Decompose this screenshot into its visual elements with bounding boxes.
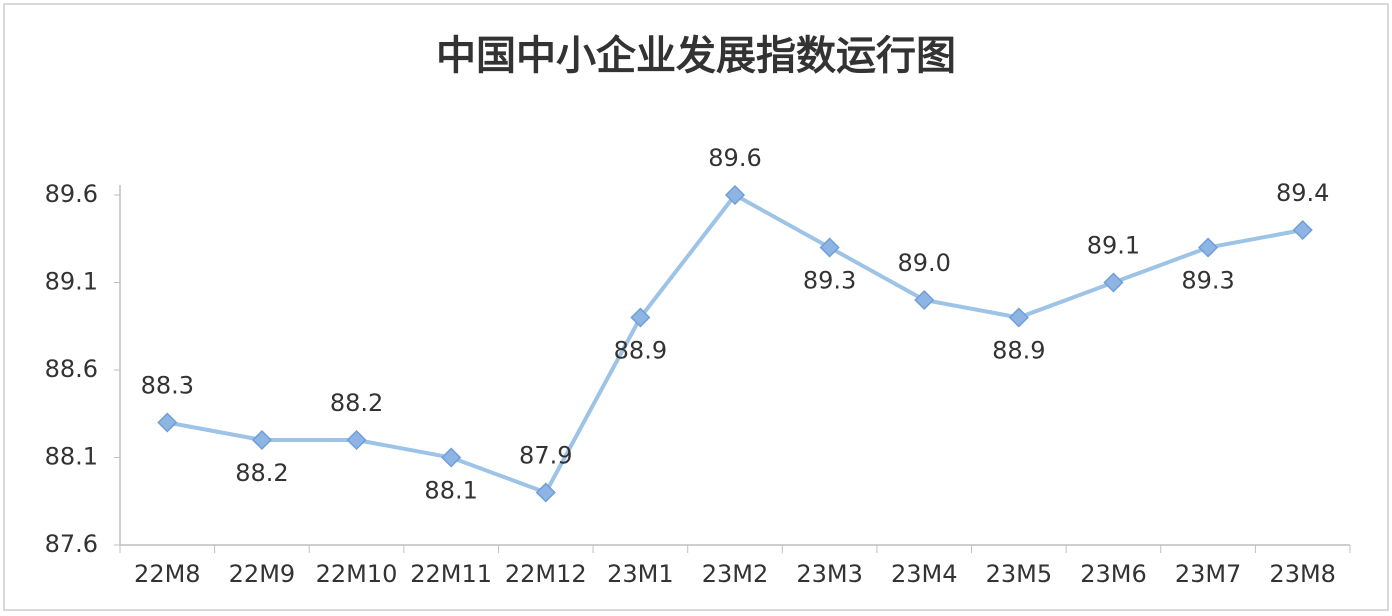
x-tick-label: 22M11 xyxy=(410,560,492,588)
marker xyxy=(914,289,935,311)
chart-title: 中国中小企业发展指数运行图 xyxy=(436,33,956,79)
marker xyxy=(251,429,272,451)
marker xyxy=(157,412,178,433)
marker xyxy=(819,237,840,258)
data-label: 88.2 xyxy=(235,459,288,487)
data-label: 89.3 xyxy=(803,267,856,295)
x-tick-label: 23M6 xyxy=(1080,560,1147,588)
data-label: 88.9 xyxy=(992,337,1045,365)
marker xyxy=(441,447,462,468)
marker xyxy=(1198,237,1219,258)
marker xyxy=(346,429,367,451)
data-label: 89.1 xyxy=(1087,232,1140,260)
data-label: 89.0 xyxy=(898,249,951,277)
x-tick-label: 22M10 xyxy=(316,560,398,588)
x-tick-label: 23M7 xyxy=(1175,560,1242,588)
x-tick-label: 23M2 xyxy=(702,560,769,588)
y-tick-label: 89.6 xyxy=(45,180,98,208)
marker xyxy=(1292,219,1313,241)
data-label: 87.9 xyxy=(519,442,572,470)
y-tick-label: 89.1 xyxy=(45,268,98,296)
data-label: 89.4 xyxy=(1276,179,1329,207)
marker xyxy=(630,307,651,328)
x-tick-label: 23M5 xyxy=(986,560,1053,588)
x-tick-label: 23M8 xyxy=(1269,560,1336,588)
marker xyxy=(724,184,746,206)
x-tick-label: 23M3 xyxy=(796,560,863,588)
y-tick-label: 87.6 xyxy=(45,530,98,558)
data-label: 88.1 xyxy=(424,477,477,505)
marker xyxy=(535,482,556,503)
x-tick-label: 23M1 xyxy=(607,560,674,588)
y-tick-label: 88.6 xyxy=(45,355,98,383)
x-tick-label: 22M8 xyxy=(134,560,201,588)
x-tick-label: 22M12 xyxy=(505,560,587,588)
data-label: 88.9 xyxy=(614,337,667,365)
x-tick-label: 22M9 xyxy=(229,560,296,588)
marker xyxy=(1103,272,1124,293)
data-label: 88.3 xyxy=(141,372,194,400)
chart-frame xyxy=(3,3,1389,611)
y-tick-label: 88.1 xyxy=(45,443,98,471)
data-label: 88.2 xyxy=(330,389,383,417)
marker xyxy=(1008,307,1029,328)
data-label: 89.3 xyxy=(1181,267,1234,295)
x-tick-label: 23M4 xyxy=(891,560,958,588)
data-label: 89.6 xyxy=(708,144,761,172)
